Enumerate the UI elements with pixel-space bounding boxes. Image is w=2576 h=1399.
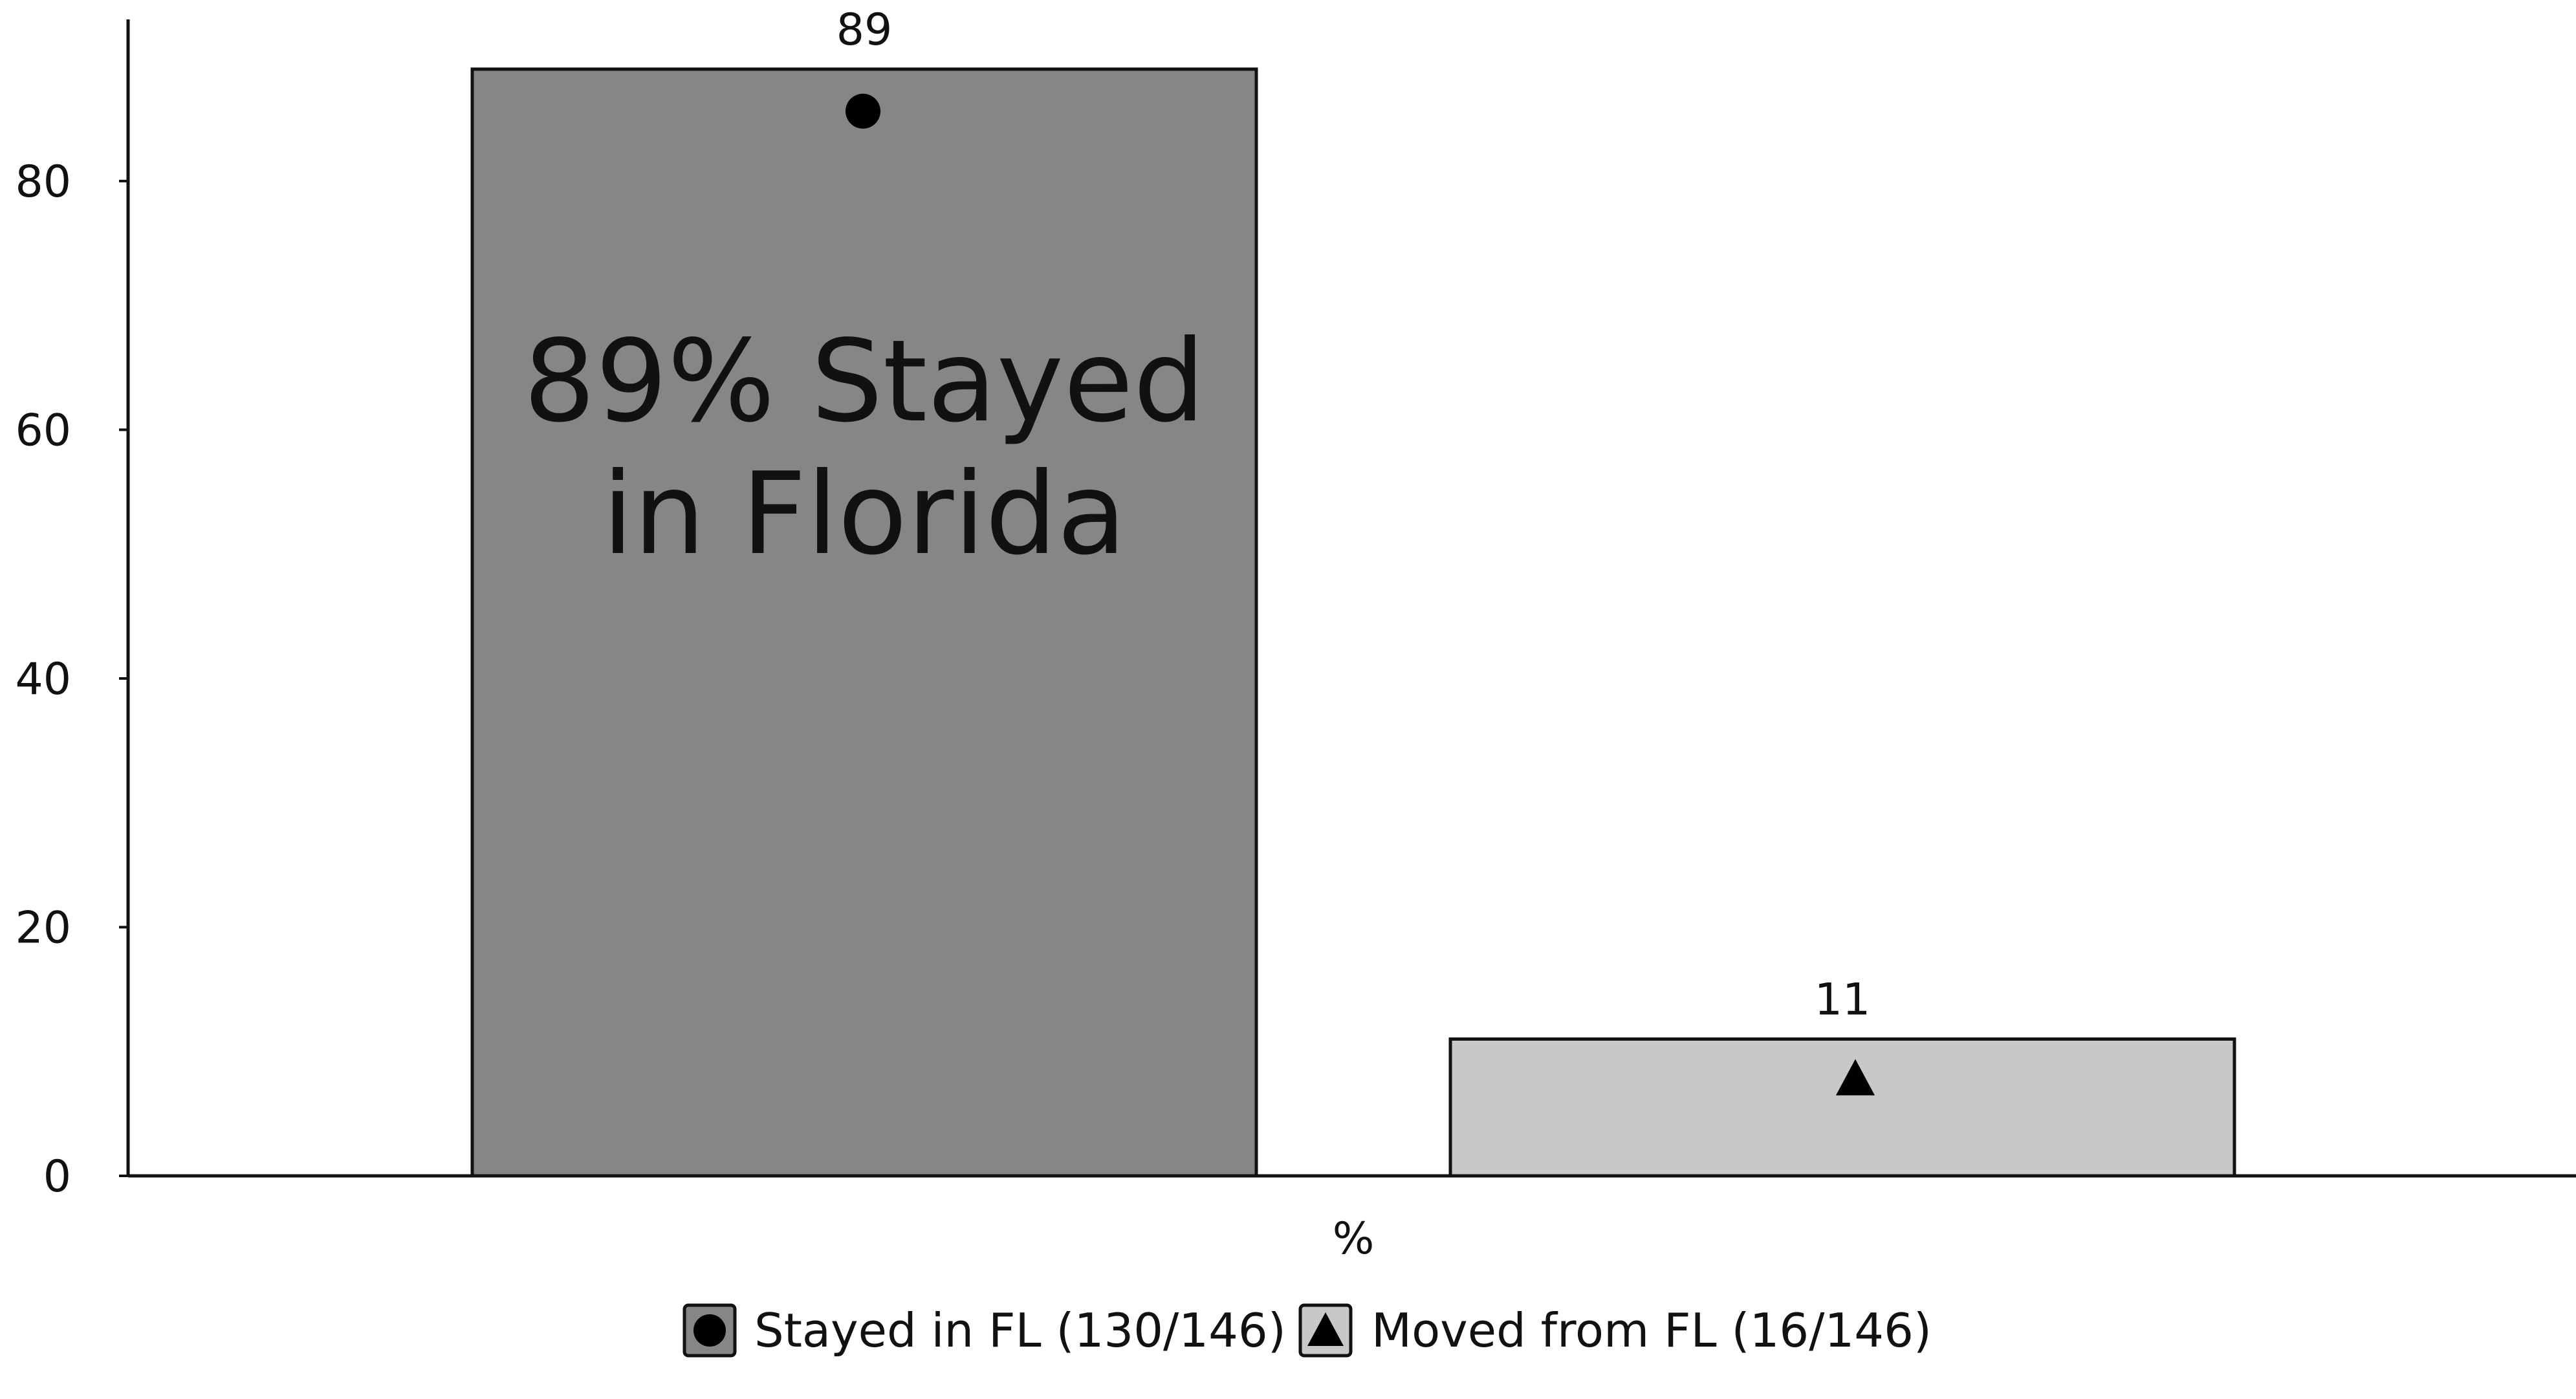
bar xyxy=(470,67,1258,1178)
annotation-line: in Florida xyxy=(602,449,1126,580)
annotation-line: 89% Stayed xyxy=(523,316,1205,448)
triangle-marker xyxy=(1307,1312,1344,1346)
circle-marker xyxy=(846,93,880,129)
legend: Stayed in FL (130/146) Moved from FL (16/… xyxy=(682,1303,1932,1358)
legend-item: Stayed in FL (130/146) xyxy=(682,1303,1286,1358)
data-label: 11 xyxy=(1815,975,1871,1026)
x-axis-title: % xyxy=(1333,1213,1375,1264)
triangle-marker xyxy=(1836,1059,1875,1096)
y-tick-label: 0 xyxy=(43,1151,71,1202)
y-tick-label: 20 xyxy=(15,902,71,953)
legend-item: Moved from FL (16/146) xyxy=(1298,1303,1932,1358)
bar-annotation: 89% Stayed in Florida xyxy=(523,316,1205,580)
legend-label: Stayed in FL (130/146) xyxy=(754,1303,1286,1358)
y-tick-label: 40 xyxy=(15,654,71,705)
circle-marker xyxy=(693,1314,726,1347)
y-tick-label: 60 xyxy=(15,405,71,456)
y-axis: 0 20 40 60 80 xyxy=(15,19,130,1202)
data-label: 89 xyxy=(836,5,893,56)
y-tick-label: 80 xyxy=(15,157,71,208)
bar xyxy=(1448,1037,2236,1178)
bars xyxy=(470,67,2236,1178)
legend-label: Moved from FL (16/146) xyxy=(1371,1303,1932,1358)
data-labels: 89 11 xyxy=(836,5,1875,1096)
